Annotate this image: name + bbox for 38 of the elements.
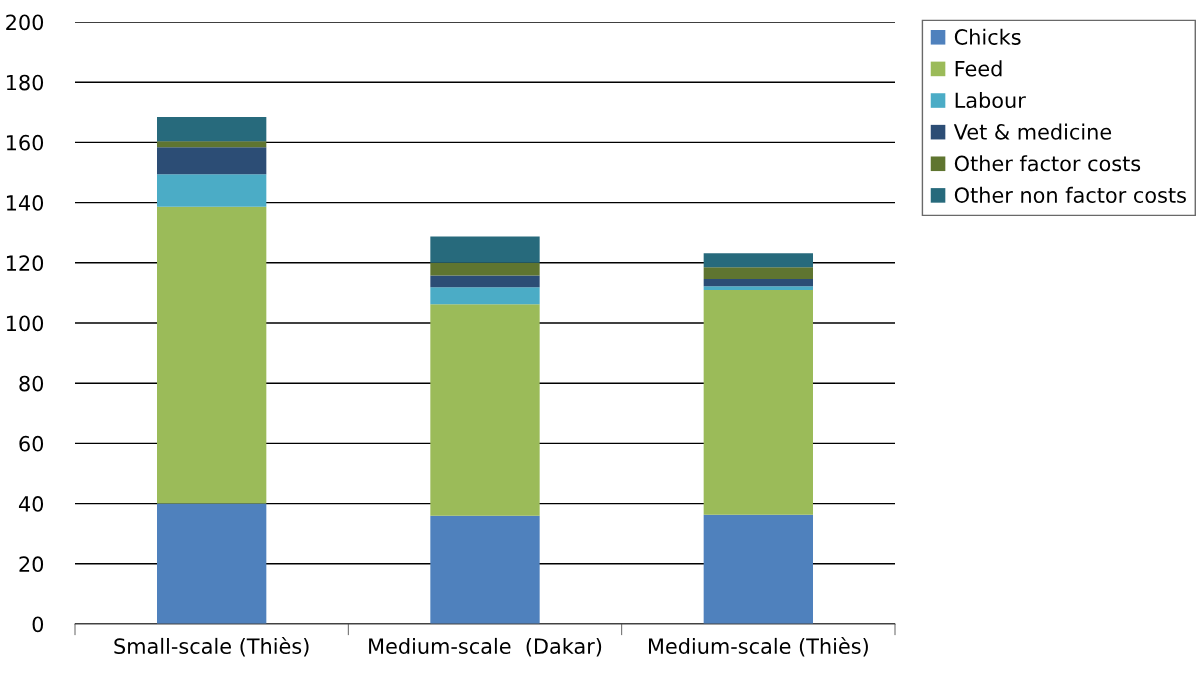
bar (703, 514, 813, 624)
bar (157, 141, 267, 148)
y-tick-label: 60 (19, 435, 44, 452)
y-tick-label: 80 (19, 375, 44, 392)
legend-label: Other factor costs (954, 155, 1141, 172)
bar (430, 304, 540, 516)
legend-label: Chicks (954, 28, 1021, 45)
x-tick-label: Small-scale (Thiès) (114, 637, 309, 657)
bar (430, 236, 540, 263)
bar (430, 287, 540, 305)
bar (430, 262, 540, 276)
y-tick-label: 120 (6, 255, 44, 272)
x-tick-label: Medium-scale (Thiès) (648, 637, 868, 657)
y-tick-label: 100 (6, 315, 44, 332)
legend-label: Vet & medicine (953, 123, 1112, 140)
y-tick-label: 0 (32, 616, 44, 633)
bar (157, 117, 267, 142)
bar (703, 253, 813, 268)
y-tick-label: 140 (6, 195, 44, 211)
legend-label: Labour (955, 91, 1026, 109)
y-tick-label: 20 (19, 556, 44, 573)
legend-label: Other non factor costs (954, 186, 1186, 203)
y-tick-label: 200 (6, 14, 44, 31)
y-tick-label: 40 (18, 496, 44, 512)
bar (157, 206, 267, 504)
bar (157, 503, 267, 624)
bar (430, 275, 540, 288)
bar (430, 515, 540, 624)
y-tick-label: 160 (6, 134, 44, 151)
bar (157, 174, 267, 207)
bar (703, 267, 813, 280)
bar (703, 279, 813, 287)
bar (703, 286, 813, 290)
x-tick-label: Medium-scale (Dakar) (369, 637, 602, 657)
bar (703, 289, 813, 515)
y-tick-label: 180 (6, 74, 44, 91)
legend-label: Feed (955, 60, 1002, 77)
bar (157, 147, 267, 175)
